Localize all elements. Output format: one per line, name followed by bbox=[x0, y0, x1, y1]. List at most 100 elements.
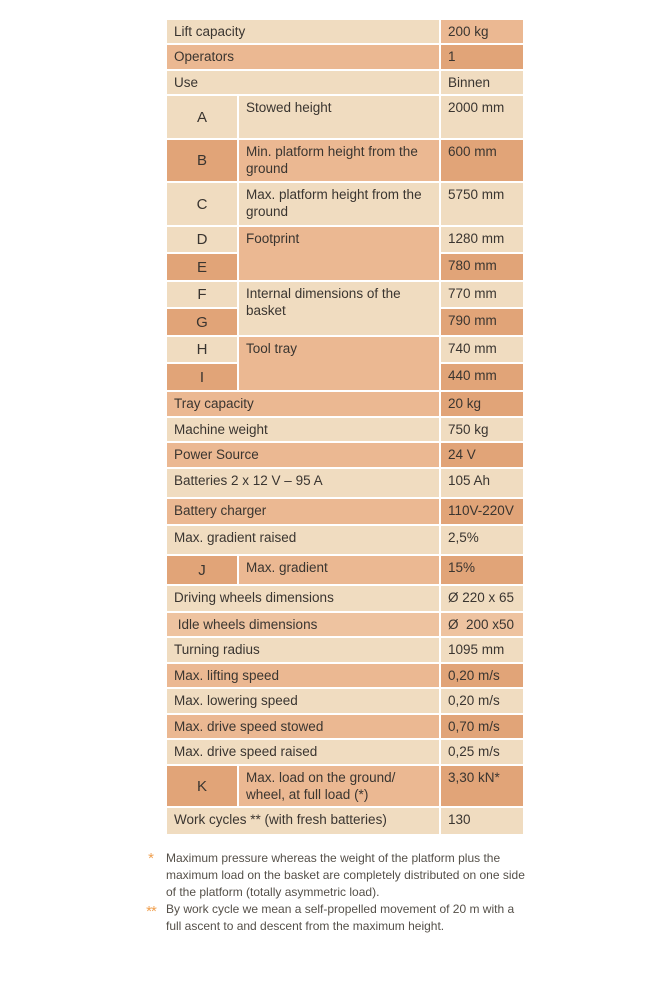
dimension-letter: E bbox=[165, 252, 239, 282]
spec-label: Footprint bbox=[236, 225, 442, 282]
spec-value: 20 kg bbox=[439, 390, 526, 418]
footnote-text: By work cycle we mean a self-propelled m… bbox=[166, 902, 515, 933]
spec-label: Lift capacity bbox=[164, 18, 442, 45]
spec-label: Max. lifting speed bbox=[164, 662, 442, 689]
spec-label: Max. drive speed stowed bbox=[164, 713, 442, 740]
table-row: Idle wheels dimensions Ø 200 x50 bbox=[164, 611, 526, 638]
spec-label: Idle wheels dimensions bbox=[164, 611, 442, 638]
spec-label: Max. lowering speed bbox=[164, 687, 442, 715]
table-row: Driving wheels dimensions Ø 220 x 65 bbox=[164, 584, 526, 613]
spec-label: Work cycles ** (with fresh batteries) bbox=[164, 806, 442, 836]
table-row: K Max. load on the ground/ wheel, at ful… bbox=[165, 764, 526, 808]
table-row: E 780 mm bbox=[165, 252, 526, 282]
spec-value: 24 V bbox=[439, 441, 526, 469]
spec-label: Internal dimensions of the basket bbox=[236, 280, 442, 337]
spec-value: 600 mm bbox=[439, 138, 526, 183]
spec-label: Max. platform height from the ground bbox=[236, 181, 442, 227]
spec-label: Use bbox=[164, 69, 442, 96]
spec-label: Min. platform height from the ground bbox=[236, 138, 442, 183]
spec-label: Tray capacity bbox=[164, 390, 442, 418]
spec-label: Battery charger bbox=[164, 497, 442, 526]
spec-value: 440 mm bbox=[439, 362, 526, 392]
footnotes: * Maximum pressure whereas the weight of… bbox=[140, 850, 530, 935]
table-row: I 440 mm bbox=[165, 362, 526, 392]
dimension-letter: F bbox=[165, 280, 239, 309]
spec-label: Driving wheels dimensions bbox=[164, 584, 442, 613]
spec-value: 5750 mm bbox=[439, 181, 526, 227]
spec-label: Stowed height bbox=[236, 94, 442, 140]
dimension-letter: A bbox=[165, 94, 239, 140]
spec-label: Max. load on the ground/ wheel, at full … bbox=[236, 764, 442, 808]
spec-value: 0,20 m/s bbox=[439, 687, 526, 715]
table-row: Machine weight 750 kg bbox=[164, 416, 526, 443]
table-row: G 790 mm bbox=[165, 307, 526, 337]
double-asterisk-mark: ** bbox=[146, 903, 157, 920]
table-row: Lift capacity 200 kg bbox=[164, 18, 526, 45]
footnote-double: ** By work cycle we mean a self-propelle… bbox=[140, 901, 530, 935]
footnote-single: * Maximum pressure whereas the weight of… bbox=[140, 850, 530, 901]
spec-label: Operators bbox=[164, 43, 442, 71]
table-row: D Footprint 1280 mm bbox=[165, 225, 526, 282]
table-row: Batteries 2 x 12 V – 95 A 105 Ah bbox=[164, 467, 526, 499]
spec-label: Turning radius bbox=[164, 636, 442, 664]
spec-label: Batteries 2 x 12 V – 95 A bbox=[164, 467, 442, 499]
spec-value: 2,5% bbox=[439, 524, 526, 556]
spec-value: Ø 200 x50 bbox=[439, 611, 526, 638]
spec-label: Tool tray bbox=[236, 335, 442, 392]
spec-value: 130 bbox=[439, 806, 526, 836]
table-row: J Max. gradient 15% bbox=[165, 554, 526, 586]
spec-value: 1095 mm bbox=[439, 636, 526, 664]
dimension-letter: I bbox=[165, 362, 239, 392]
table-row: Use Binnen bbox=[164, 69, 526, 96]
table-row: A Stowed height 2000 mm bbox=[165, 94, 526, 140]
table-row: Battery charger 110V-220V bbox=[164, 497, 526, 526]
spec-value: 0,70 m/s bbox=[439, 713, 526, 740]
spec-label: Max. gradient bbox=[236, 554, 442, 586]
dimension-letter: G bbox=[165, 307, 239, 337]
table-row: Power Source 24 V bbox=[164, 441, 526, 469]
footnote-text: Maximum pressure whereas the weight of t… bbox=[166, 851, 525, 899]
spec-value: 110V-220V bbox=[439, 497, 526, 526]
table-row: C Max. platform height from the ground 5… bbox=[165, 181, 526, 227]
table-row: Max. gradient raised 2,5% bbox=[164, 524, 526, 556]
spec-value: 0,20 m/s bbox=[439, 662, 526, 689]
spec-label: Machine weight bbox=[164, 416, 442, 443]
table-row: Tray capacity 20 kg bbox=[164, 390, 526, 418]
spec-value: 3,30 kN* bbox=[439, 764, 526, 808]
spec-value: Ø 220 x 65 bbox=[439, 584, 526, 613]
spec-value: 780 mm bbox=[439, 252, 526, 282]
table-row: Work cycles ** (with fresh batteries) 13… bbox=[164, 806, 526, 836]
spec-value: 750 kg bbox=[439, 416, 526, 443]
table-row: F Internal dimensions of the basket 770 … bbox=[165, 280, 526, 337]
table-row: Max. lowering speed 0,20 m/s bbox=[164, 687, 526, 715]
spec-value: Binnen bbox=[439, 69, 526, 96]
spec-value: 105 Ah bbox=[439, 467, 526, 499]
spec-value: 1 bbox=[439, 43, 526, 71]
spec-value: 1280 mm bbox=[439, 225, 526, 254]
spec-value: 2000 mm bbox=[439, 94, 526, 140]
spec-value: 0,25 m/s bbox=[439, 738, 526, 766]
spec-value: 740 mm bbox=[439, 335, 526, 364]
table-row: Max. drive speed stowed 0,70 m/s bbox=[164, 713, 526, 740]
dimension-letter: J bbox=[165, 554, 239, 586]
dimension-letter: H bbox=[165, 335, 239, 364]
table-row: H Tool tray 740 mm bbox=[165, 335, 526, 392]
dimension-letter: C bbox=[165, 181, 239, 227]
spec-value: 200 kg bbox=[439, 18, 526, 45]
spec-label: Power Source bbox=[164, 441, 442, 469]
table-row: Operators 1 bbox=[164, 43, 526, 71]
dimension-letter: D bbox=[165, 225, 239, 254]
table-row: B Min. platform height from the ground 6… bbox=[165, 138, 526, 183]
dimension-letter: K bbox=[165, 764, 239, 808]
specifications-table: Lift capacity 200 kg Operators 1 Use Bin… bbox=[164, 18, 526, 836]
dimension-letter: B bbox=[165, 138, 239, 183]
spec-value: 15% bbox=[439, 554, 526, 586]
asterisk-mark: * bbox=[148, 850, 154, 867]
table-row: Turning radius 1095 mm bbox=[164, 636, 526, 664]
spec-value: 790 mm bbox=[439, 307, 526, 337]
table-row: Max. lifting speed 0,20 m/s bbox=[164, 662, 526, 689]
spec-value: 770 mm bbox=[439, 280, 526, 309]
spec-label: Max. gradient raised bbox=[164, 524, 442, 556]
spec-label: Max. drive speed raised bbox=[164, 738, 442, 766]
table-row: Max. drive speed raised 0,25 m/s bbox=[164, 738, 526, 766]
